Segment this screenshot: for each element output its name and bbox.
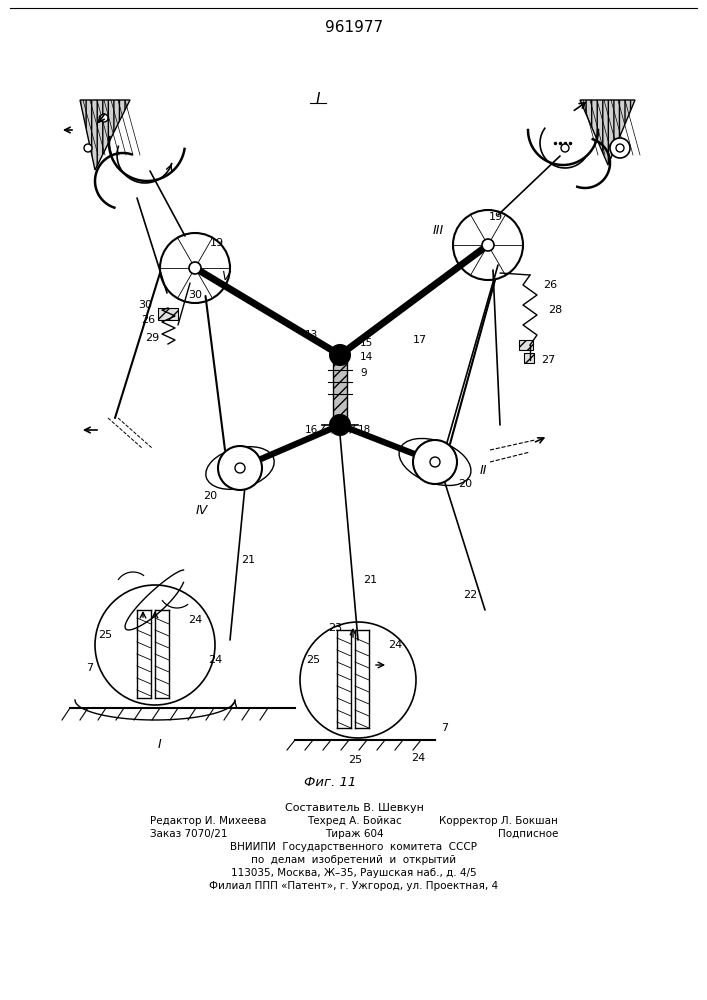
Circle shape [160, 233, 230, 303]
Circle shape [610, 138, 630, 158]
Circle shape [453, 210, 523, 280]
Polygon shape [158, 308, 178, 320]
Circle shape [95, 585, 215, 705]
Text: 14: 14 [360, 352, 373, 362]
Text: 20: 20 [203, 491, 217, 501]
Text: 30: 30 [188, 290, 202, 300]
Text: 13: 13 [305, 330, 318, 340]
Text: Подписное: Подписное [498, 829, 558, 839]
Text: 28: 28 [548, 305, 562, 315]
Text: IV: IV [196, 504, 208, 516]
Text: 961977: 961977 [325, 20, 383, 35]
Polygon shape [333, 360, 347, 420]
Text: 29: 29 [145, 333, 159, 343]
Polygon shape [580, 100, 635, 165]
Text: 21: 21 [241, 555, 255, 565]
Text: 7: 7 [86, 663, 93, 673]
Text: Филиал ППП «Патент», г. Ужгород, ул. Проектная, 4: Филиал ППП «Патент», г. Ужгород, ул. Про… [209, 881, 498, 891]
Text: 24: 24 [411, 753, 425, 763]
Circle shape [330, 415, 350, 435]
Text: II: II [479, 464, 486, 477]
Text: Составитель В. Шевкун: Составитель В. Шевкун [284, 803, 423, 813]
Circle shape [300, 622, 416, 738]
Text: 24: 24 [208, 655, 222, 665]
Text: I: I [158, 738, 162, 752]
Text: 19: 19 [210, 238, 224, 248]
Text: Корректор Л. Бокшан: Корректор Л. Бокшан [439, 816, 558, 826]
Circle shape [189, 262, 201, 274]
Text: 16: 16 [305, 425, 318, 435]
Text: 24: 24 [188, 615, 202, 625]
Circle shape [100, 114, 108, 122]
Text: 23: 23 [328, 623, 342, 633]
Circle shape [235, 463, 245, 473]
Text: 25: 25 [306, 655, 320, 665]
Text: 15: 15 [360, 338, 373, 348]
Text: Техред А. Бойкас: Техред А. Бойкас [307, 816, 402, 826]
Circle shape [218, 446, 262, 490]
Text: 9: 9 [360, 368, 367, 378]
Text: 113035, Москва, Ж–35, Раушская наб., д. 4/5: 113035, Москва, Ж–35, Раушская наб., д. … [231, 868, 477, 878]
Text: 30: 30 [138, 300, 152, 310]
Circle shape [482, 239, 494, 251]
Text: 21: 21 [363, 575, 377, 585]
Text: 19: 19 [489, 212, 503, 222]
Text: Редактор И. Михеева: Редактор И. Михеева [150, 816, 267, 826]
Text: 20: 20 [458, 479, 472, 489]
Text: 18: 18 [358, 425, 371, 435]
Text: Фиг. 11: Фиг. 11 [304, 776, 356, 788]
Text: 7: 7 [441, 723, 448, 733]
Text: III: III [433, 224, 443, 236]
Polygon shape [519, 340, 533, 350]
Polygon shape [524, 353, 534, 363]
Text: 24: 24 [388, 640, 402, 650]
Text: 27: 27 [541, 355, 555, 365]
Circle shape [413, 440, 457, 484]
Text: Тираж 604: Тираж 604 [325, 829, 383, 839]
Text: Заказ 7070/21: Заказ 7070/21 [150, 829, 228, 839]
Text: ВНИИПИ  Государственного  комитета  СССР: ВНИИПИ Государственного комитета СССР [230, 842, 477, 852]
Circle shape [330, 345, 350, 365]
Text: по  делам  изобретений  и  открытий: по делам изобретений и открытий [252, 855, 457, 865]
Text: 26: 26 [141, 315, 155, 325]
Text: V: V [221, 269, 229, 282]
Text: 25: 25 [98, 630, 112, 640]
Text: 26: 26 [543, 280, 557, 290]
Circle shape [84, 144, 92, 152]
Text: 22: 22 [463, 590, 477, 600]
Text: 17: 17 [413, 335, 427, 345]
Text: I: I [316, 93, 320, 107]
Polygon shape [80, 100, 130, 170]
Circle shape [430, 457, 440, 467]
Text: 25: 25 [348, 755, 362, 765]
Circle shape [561, 144, 569, 152]
Circle shape [616, 144, 624, 152]
